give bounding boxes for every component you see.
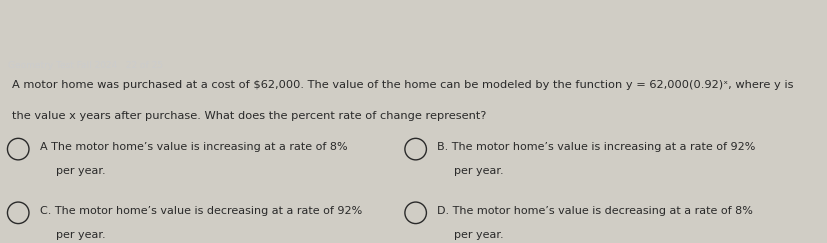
Text: per year.: per year. xyxy=(453,166,503,176)
Text: the value x years after purchase. What does the percent rate of change represent: the value x years after purchase. What d… xyxy=(12,111,486,121)
Text: per year.: per year. xyxy=(56,230,106,240)
Text: per year.: per year. xyxy=(56,166,106,176)
Text: Geometry Test Fall 2024   22 of 25: Geometry Test Fall 2024 22 of 25 xyxy=(8,61,163,70)
Text: per year.: per year. xyxy=(453,230,503,240)
Text: A motor home was purchased at a cost of $62,000. The value of the home can be mo: A motor home was purchased at a cost of … xyxy=(12,80,793,90)
Text: A The motor home’s value is increasing at a rate of 8%: A The motor home’s value is increasing a… xyxy=(40,142,347,152)
Text: D. The motor home’s value is decreasing at a rate of 8%: D. The motor home’s value is decreasing … xyxy=(437,206,752,216)
Text: C. The motor home’s value is decreasing at a rate of 92%: C. The motor home’s value is decreasing … xyxy=(40,206,361,216)
Text: B. The motor home’s value is increasing at a rate of 92%: B. The motor home’s value is increasing … xyxy=(437,142,755,152)
